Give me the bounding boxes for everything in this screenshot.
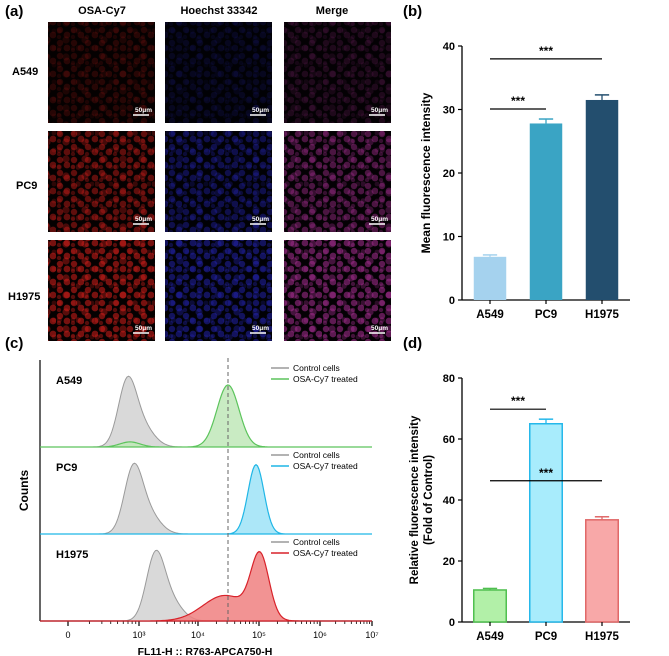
treated-histogram [40, 463, 372, 535]
channel-tint [284, 240, 391, 341]
panel-b-label: (b) [403, 3, 422, 20]
channel-tint [284, 131, 391, 232]
y-axis-label-line2: (Fold of Control) [423, 455, 435, 545]
significance-label: *** [511, 394, 525, 408]
column-header-hoechst: Hoechst 33342 [180, 5, 257, 17]
flow-x-axis-label: FL11-H :: R763-APCA750-H [138, 646, 273, 656]
flow-x-tick-label: 10⁵ [252, 630, 266, 640]
flow-x-tick-label: 10⁶ [313, 630, 327, 640]
micro-tile-pc9-merge: 50μm [284, 131, 391, 232]
micro-tile-a549-hoechst: 50μm [165, 22, 272, 123]
scale-bar-label: 50μm [252, 325, 269, 332]
legend-control-text: Control cells [293, 450, 340, 460]
y-axis-label: Relative fluorescence intensity [409, 415, 421, 584]
bar-a549 [473, 256, 507, 300]
panel-c-label: (c) [5, 335, 23, 352]
scale-bar-label: 50μm [371, 216, 388, 223]
flow-x-tick-label: 10³ [132, 630, 145, 640]
micro-tile-pc9-cy7: 50μm [48, 131, 155, 232]
bar-a549 [473, 589, 507, 623]
x-tick-label: H1975 [585, 631, 619, 643]
micro-tile-h1975-cy7: 50μm [48, 240, 155, 341]
x-tick-label: PC9 [535, 631, 557, 643]
control-histogram [40, 462, 372, 535]
row-label-h1975: H1975 [8, 291, 40, 303]
bar-h1975 [585, 519, 619, 623]
y-tick-label: 80 [443, 373, 455, 385]
row-label-pc9: PC9 [16, 180, 37, 192]
y-tick-label: 20 [443, 556, 455, 568]
treated-histogram [40, 550, 372, 622]
flow-x-tick-label: 10⁷ [365, 630, 378, 640]
panel-a-label: (a) [5, 3, 23, 20]
significance-label: *** [539, 466, 553, 480]
micro-tile-h1975-hoechst: 50μm [165, 240, 272, 341]
flow-y-axis-label: Counts [17, 470, 31, 512]
channel-tint [48, 22, 155, 123]
channel-tint [165, 240, 272, 341]
x-tick-label: A549 [476, 309, 504, 321]
micro-tile-a549-merge: 50μm [284, 22, 391, 123]
flow-x-tick-label: 10⁴ [191, 630, 205, 640]
scale-bar-label: 50μm [135, 107, 152, 114]
bar-pc9 [529, 123, 563, 300]
channel-tint [48, 131, 155, 232]
legend-control-text: Control cells [293, 537, 340, 547]
flow-row-label: A549 [56, 375, 82, 387]
y-axis-label: Mean fluorescence intensity [419, 92, 433, 253]
significance-label: *** [511, 94, 525, 108]
y-tick-label: 10 [443, 232, 455, 244]
scale-bar-label: 50μm [252, 216, 269, 223]
scale-bar-label: 50μm [371, 107, 388, 114]
micro-tile-a549-cy7: 50μm [48, 22, 155, 123]
legend-treated-text: OSA-Cy7 treated [293, 548, 358, 558]
y-tick-label: 60 [443, 434, 455, 446]
legend-control-text: Control cells [293, 363, 340, 373]
flow-row-label: PC9 [56, 462, 77, 474]
micro-tile-h1975-merge: 50μm [284, 240, 391, 341]
legend-treated-text: OSA-Cy7 treated [293, 374, 358, 384]
y-tick-label: 0 [449, 617, 455, 629]
treated-histogram [40, 384, 372, 448]
y-tick-label: 0 [449, 295, 455, 307]
control-histogram [40, 375, 372, 448]
y-tick-label: 30 [443, 105, 455, 117]
column-header-merge: Merge [316, 5, 348, 17]
channel-tint [284, 22, 391, 123]
channel-tint [165, 131, 272, 232]
y-tick-label: 20 [443, 168, 455, 180]
micro-tile-pc9-hoechst: 50μm [165, 131, 272, 232]
bar-pc9 [529, 423, 563, 623]
column-header-cy7: OSA-Cy7 [78, 5, 126, 17]
flow-x-tick-label: 0 [65, 630, 70, 640]
scale-bar-label: 50μm [135, 325, 152, 332]
panel-d-label: (d) [403, 335, 422, 352]
y-tick-label: 40 [443, 41, 455, 53]
x-tick-label: A549 [476, 631, 504, 643]
legend-treated-text: OSA-Cy7 treated [293, 461, 358, 471]
scale-bar-label: 50μm [371, 325, 388, 332]
flow-row-label: H1975 [56, 549, 88, 561]
significance-label: *** [539, 44, 553, 58]
x-tick-label: PC9 [535, 309, 557, 321]
row-label-a549: A549 [12, 66, 38, 78]
y-tick-label: 40 [443, 495, 455, 507]
channel-tint [48, 240, 155, 341]
channel-tint [165, 22, 272, 123]
scale-bar-label: 50μm [135, 216, 152, 223]
x-tick-label: H1975 [585, 309, 619, 321]
bar-h1975 [585, 99, 619, 300]
scale-bar-label: 50μm [252, 107, 269, 114]
